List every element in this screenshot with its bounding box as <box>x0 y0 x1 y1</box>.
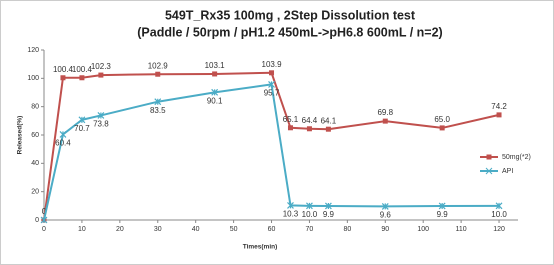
marker <box>287 201 294 209</box>
value-label: 65.1 <box>283 115 299 124</box>
x-tick-label: 60 <box>268 226 276 233</box>
marker <box>306 126 312 132</box>
marker <box>325 126 331 132</box>
marker <box>40 216 48 224</box>
marker <box>97 112 105 119</box>
marker <box>154 98 162 106</box>
y-tick-label: 80 <box>31 104 39 111</box>
marker <box>78 116 86 124</box>
x-tick-label: 20 <box>116 226 124 233</box>
x-tick-label: 80 <box>343 226 351 233</box>
marker <box>496 112 502 118</box>
x-tick-label: 100 <box>417 226 429 233</box>
value-label: 100.4 <box>53 65 74 74</box>
x-tick-label: 40 <box>192 226 200 233</box>
value-label: 64.1 <box>321 116 337 125</box>
legend-label: 50mg(*2) <box>502 154 531 161</box>
legend-marker <box>486 154 492 160</box>
marker <box>211 88 219 96</box>
marker <box>59 131 67 138</box>
marker <box>381 202 389 210</box>
y-tick-label: 60 <box>31 132 39 139</box>
marker <box>495 202 503 210</box>
marker <box>382 118 388 124</box>
value-label: 9.9 <box>323 210 335 219</box>
value-label: 10.0 <box>302 210 318 219</box>
x-axis-title: Times(min) <box>243 244 278 251</box>
value-label: 9.9 <box>437 210 449 219</box>
value-label: 64.4 <box>302 116 318 125</box>
value-label: 74.2 <box>491 102 507 111</box>
x-tick-label: 10 <box>78 226 86 233</box>
marker <box>60 75 66 81</box>
value-label: 103.9 <box>262 60 283 69</box>
value-label: 95.7 <box>264 89 280 98</box>
y-tick-label: 40 <box>31 160 39 167</box>
x-tick-label: 70 <box>306 226 314 233</box>
marker <box>268 81 275 88</box>
value-label: 10.3 <box>283 210 299 219</box>
value-label: 60.4 <box>55 139 71 148</box>
legend-marker <box>485 167 493 175</box>
value-label: 83.5 <box>150 106 166 115</box>
marker <box>98 72 104 78</box>
marker <box>79 75 85 81</box>
marker <box>306 202 313 210</box>
value-label: 65.0 <box>434 115 450 124</box>
y-tick-label: 120 <box>27 47 39 54</box>
chart-subtitle: (Paddle / 50rpm / pH1.2 450mL->pH6.8 600… <box>137 25 442 39</box>
value-label: 70.7 <box>74 124 90 133</box>
value-label: 69.8 <box>377 108 393 117</box>
x-tick-label: 50 <box>230 226 238 233</box>
x-tick-label: 90 <box>381 226 389 233</box>
value-label: 10.0 <box>491 210 507 219</box>
marker <box>155 71 161 77</box>
x-tick-label: 110 <box>456 226 467 233</box>
marker <box>438 202 446 210</box>
marker <box>324 202 332 210</box>
value-label: 9.6 <box>380 211 392 220</box>
value-label: 103.1 <box>205 61 226 70</box>
value-label: 102.9 <box>148 61 169 70</box>
chart-title: 549T_Rx35 100mg , 2Step Dissolution test <box>165 8 416 22</box>
marker <box>439 125 445 131</box>
x-tick-label: 120 <box>493 226 505 233</box>
y-tick-label: 100 <box>27 75 39 82</box>
y-tick-label: 0 <box>35 217 39 224</box>
marker <box>212 71 218 77</box>
value-label: 0 <box>42 207 47 216</box>
value-label: 102.3 <box>91 62 112 71</box>
x-tick-label: 0 <box>42 226 46 233</box>
legend-label: API <box>502 168 513 175</box>
x-tick-label: 30 <box>154 226 162 233</box>
y-tick-label: 20 <box>31 189 39 196</box>
marker <box>269 70 275 76</box>
value-label: 73.8 <box>93 120 109 129</box>
marker <box>287 125 293 131</box>
y-axis-title: Released(%) <box>17 116 24 155</box>
value-label: 90.1 <box>207 96 223 105</box>
value-label: 100.4 <box>72 65 93 74</box>
